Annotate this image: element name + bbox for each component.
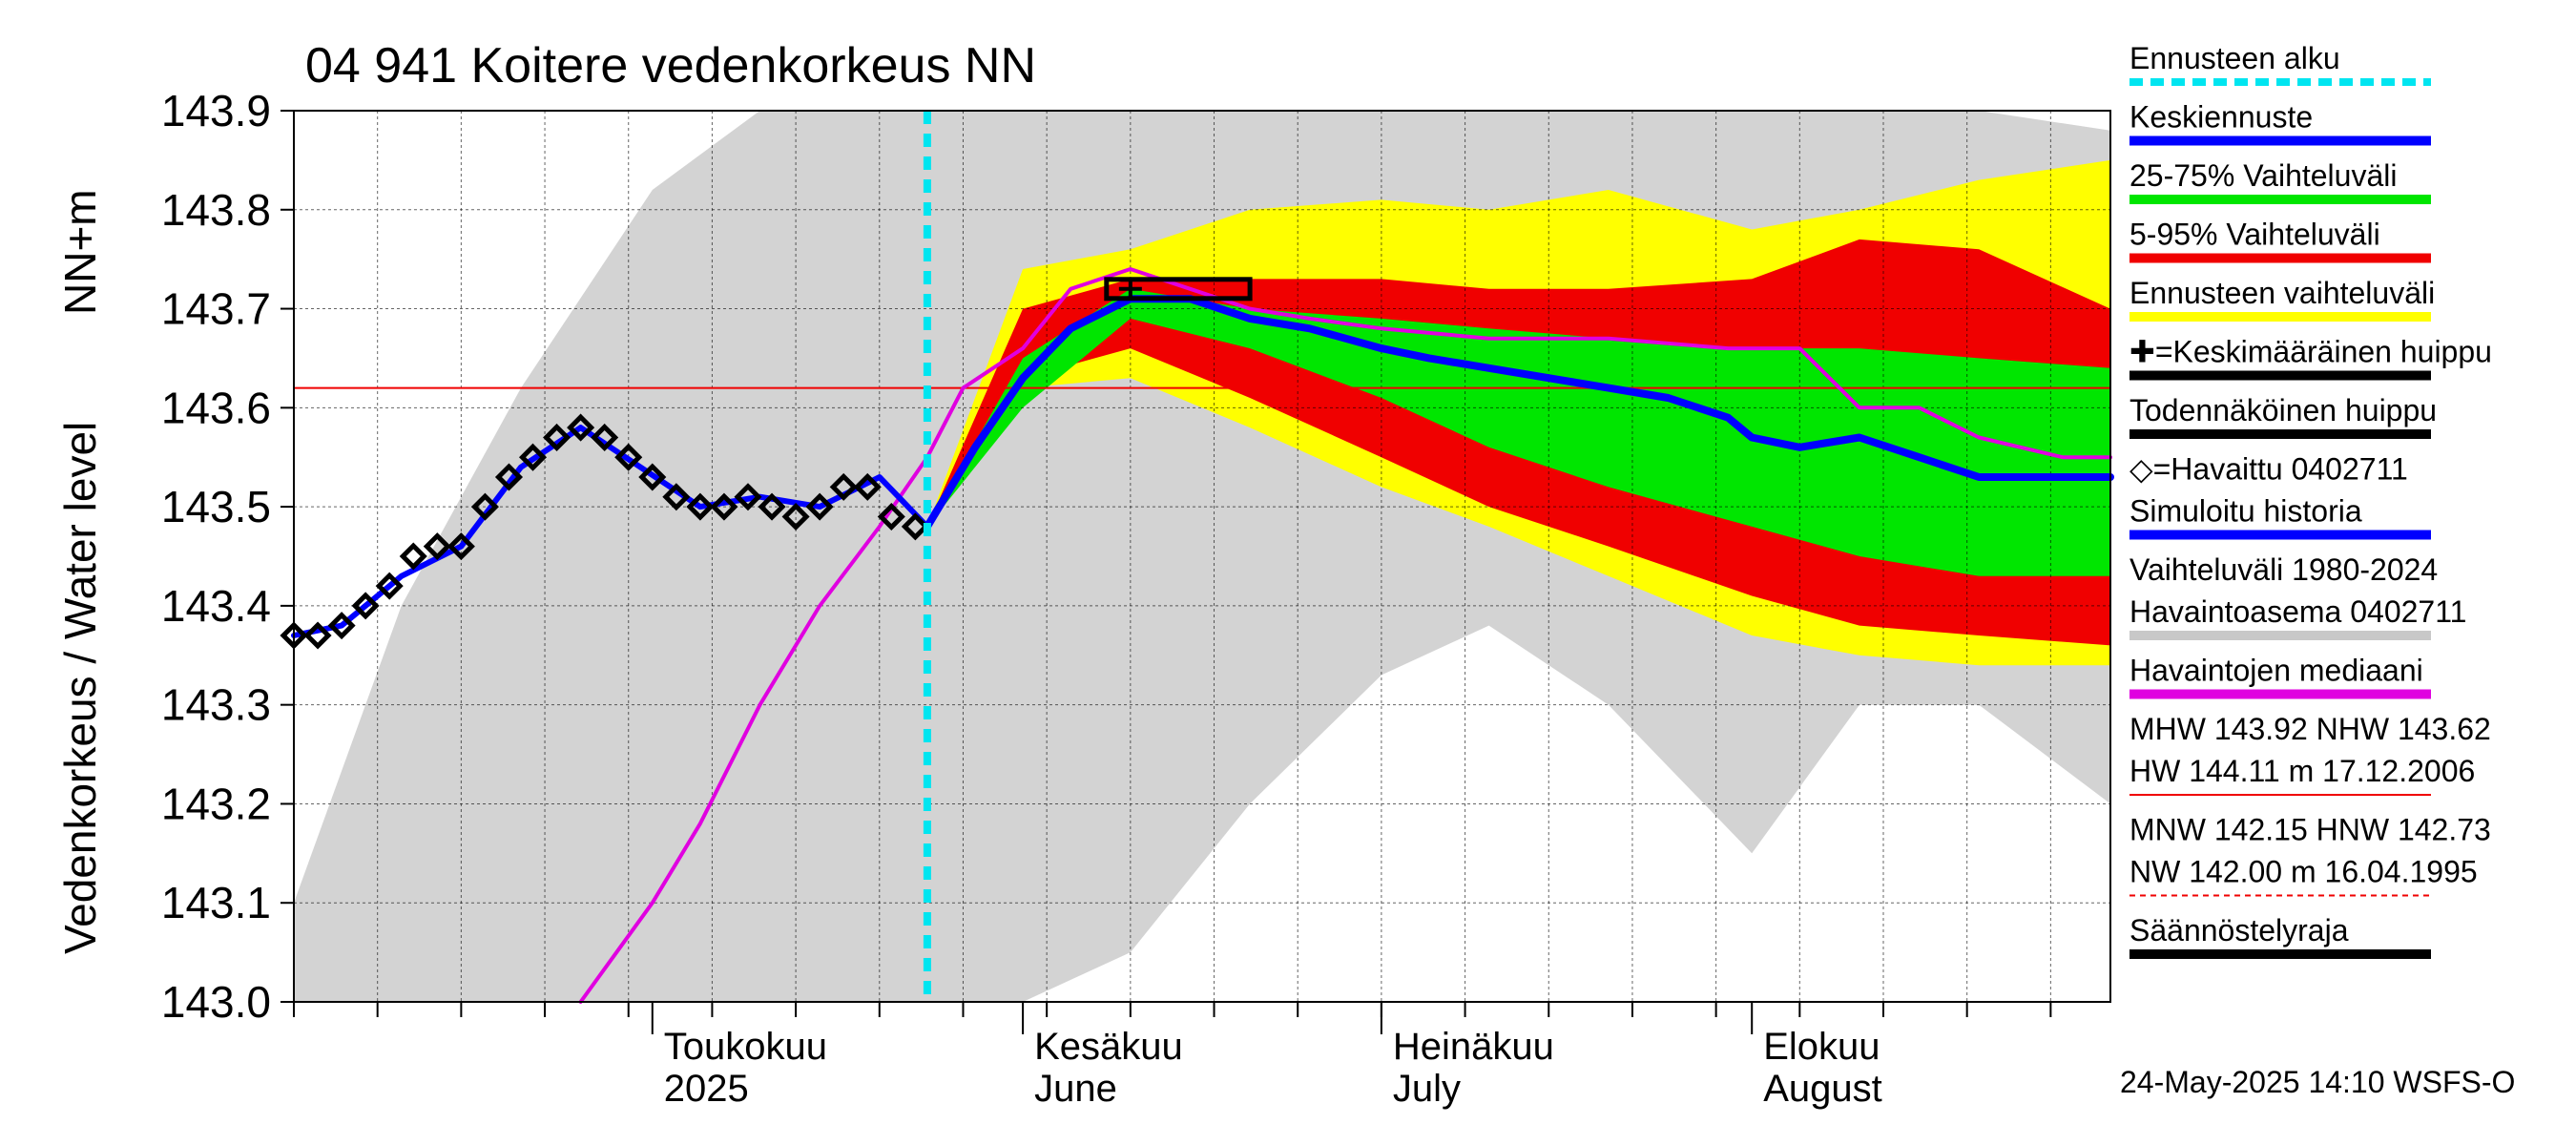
observed-point <box>591 423 619 452</box>
legend-label: Ennusteen vaihteluväli <box>2129 276 2435 310</box>
observed-point <box>375 572 404 600</box>
legend-label: ◇=Havaittu 0402711 <box>2129 452 2408 487</box>
y-tick-label: 143.1 <box>161 878 271 927</box>
legend-label: Havaintoasema 0402711 <box>2129 594 2466 629</box>
observed-point <box>758 492 786 521</box>
observed-point <box>543 423 571 452</box>
observed-point <box>447 532 475 561</box>
observed-point <box>614 443 643 471</box>
observed-point <box>303 621 332 650</box>
y-tick-label: 143.9 <box>161 86 271 135</box>
legend-label: Simuloitu historia <box>2129 494 2362 529</box>
observed-point <box>327 612 356 640</box>
month-label-secondary: July <box>1393 1068 1461 1110</box>
plot-frame <box>293 110 2111 1003</box>
legend-label: Havaintojen mediaani <box>2129 654 2423 688</box>
observed-point <box>710 492 738 521</box>
observed-point <box>470 492 499 521</box>
legend-label: Vaihteluväli 1980-2024 <box>2129 552 2438 587</box>
legend-label: MNW 142.15 HNW 142.73 <box>2129 813 2491 847</box>
simulated-history-line <box>291 425 930 638</box>
footer-timestamp: 24-May-2025 14:10 WSFS-O <box>2120 1065 2515 1099</box>
observed-point <box>901 512 929 541</box>
observed-point <box>662 483 691 511</box>
legend-label: Keskiennuste <box>2129 100 2313 135</box>
observed-point <box>829 472 858 501</box>
y-tick-label: 143.5 <box>161 482 271 531</box>
observed-point <box>877 502 905 531</box>
observed-point <box>638 463 667 491</box>
month-label: Kesäkuu <box>1034 1026 1183 1068</box>
probable-peak-box <box>1104 277 1253 302</box>
legend-label: ✚=Keskimääräinen huippu <box>2129 335 2492 369</box>
observed-point <box>351 592 380 620</box>
y-tick-label: 143.4 <box>161 581 271 631</box>
month-label: Heinäkuu <box>1393 1026 1554 1068</box>
legend: Ennusteen alku Keskiennuste 25-75% Vaihtel… <box>2129 41 2492 959</box>
plot-area: 143.0 143.1 143.2 143.3 143.4 143.5 143.6 143.7… <box>161 86 2114 1110</box>
legend-label: 25-75% Vaihteluväli <box>2129 158 2397 193</box>
y-tick-label: 143.6 <box>161 383 271 432</box>
observed-point <box>423 532 451 561</box>
observed-point <box>734 483 762 511</box>
y-tick-label: 143.8 <box>161 185 271 235</box>
observed-point <box>781 502 810 531</box>
y-tick-label: 143.7 <box>161 284 271 334</box>
chart-title: 04 941 Koitere vedenkorkeus NN <box>305 38 1036 94</box>
month-label-secondary: June <box>1034 1068 1117 1110</box>
month-label-secondary: August <box>1763 1068 1882 1110</box>
mean-forecast-line <box>923 295 2114 531</box>
legend-label: Ennusteen alku <box>2129 41 2340 75</box>
y-tick-label: 143.0 <box>161 977 271 1027</box>
legend-label: Todennäköinen huippu <box>2129 393 2437 427</box>
observed-point <box>805 492 834 521</box>
observed-point <box>853 472 882 501</box>
observed-point <box>567 413 595 442</box>
legend-label: Säännöstelyraja <box>2129 913 2349 947</box>
y-axis-label: Vedenkorkeus / Water level <box>55 422 105 954</box>
observed-point <box>494 463 524 491</box>
y-tick-label: 143.3 <box>161 680 271 730</box>
y-tick-label: 143.2 <box>161 779 271 828</box>
month-label-secondary: 2025 <box>664 1068 749 1110</box>
observed-point <box>399 542 427 571</box>
legend-label: NW 142.00 m 16.04.1995 <box>2129 855 2478 889</box>
observed-point <box>518 443 548 471</box>
legend-label: MHW 143.92 NHW 143.62 <box>2129 712 2491 746</box>
y-axis-unit: NN+m <box>55 189 105 315</box>
observed-point <box>686 492 715 521</box>
month-label: Elokuu <box>1763 1026 1880 1068</box>
legend-label: HW 144.11 m 17.12.2006 <box>2129 754 2475 788</box>
legend-label: 5-95% Vaihteluväli <box>2129 218 2380 252</box>
month-label: Toukokuu <box>664 1026 827 1068</box>
